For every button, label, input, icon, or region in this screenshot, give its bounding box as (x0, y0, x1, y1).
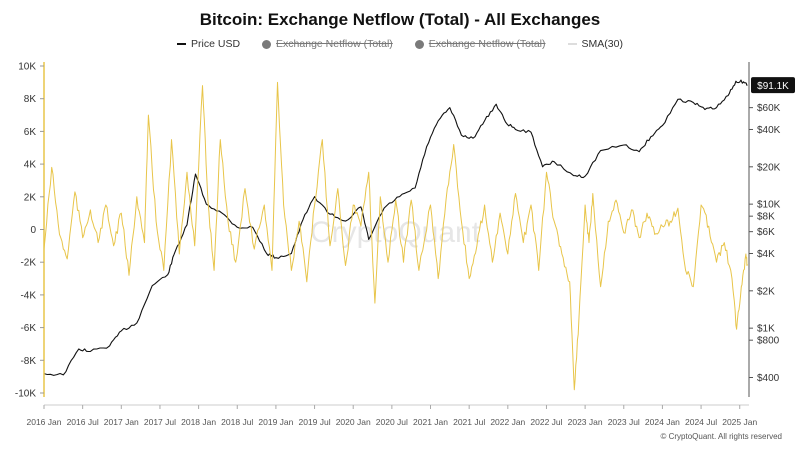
left-tick-label: 8K (24, 94, 37, 105)
watermark: CryptoQuant (310, 216, 481, 249)
left-tick-label: 2K (24, 192, 37, 203)
x-tick-label: 2016 Jan (27, 417, 62, 427)
right-tick-label: $60K (757, 103, 781, 114)
legend-label-netflow-1: Exchange Netflow (Total) (276, 38, 393, 50)
right-tick-label: $4K (757, 249, 775, 260)
left-axis: 10K 8K 6K 4K 2K 0 -2K -4K -6K -8K -10K (15, 62, 45, 400)
right-tick-label: $1K (757, 324, 775, 335)
right-tick-label: $6K (757, 227, 775, 238)
right-tick-label: $8K (757, 212, 775, 223)
series-layer (43, 79, 748, 391)
legend-item-netflow-2[interactable]: Exchange Netflow (Total) (414, 38, 546, 50)
x-tick-label: 2018 Jan (181, 417, 216, 427)
chart-legend: Price USD Exchange Netflow (Total) Excha… (0, 38, 800, 50)
price-badge-label: $91.1K (757, 81, 789, 92)
left-tick-label: -10K (15, 389, 36, 400)
left-tick-label: 4K (24, 160, 37, 171)
x-tick-label: 2017 Jan (104, 417, 139, 427)
right-tick-label: $400 (757, 373, 780, 384)
right-tick-label: $20K (757, 162, 781, 173)
x-tick-label: 2016 Jul (67, 417, 99, 427)
left-tick-label: -2K (20, 258, 36, 269)
x-tick-label: 2020 Jan (336, 417, 371, 427)
x-axis: 2016 Jan 2016 Jul 2017 Jan 2017 Jul 2018 Jan… (27, 404, 757, 427)
x-tick-label: 2022 Jul (530, 417, 562, 427)
left-tick-label: 0 (30, 225, 36, 236)
x-tick-label: 2023 Jan (568, 417, 603, 427)
left-tick-label: 10K (18, 62, 36, 73)
x-tick-label: 2018 Jul (221, 417, 253, 427)
dot-swatch-icon (414, 39, 424, 49)
line-swatch-icon (177, 43, 187, 45)
x-tick-label: 2020 Jul (376, 417, 408, 427)
left-tick-label: -6K (20, 323, 36, 334)
x-tick-label: 2017 Jul (144, 417, 176, 427)
x-tick-label: 2019 Jul (298, 417, 330, 427)
right-tick-label: $40K (757, 125, 781, 136)
x-tick-label: 2021 Jan (413, 417, 448, 427)
legend-label-price: Price USD (191, 38, 241, 50)
right-tick-label: $2K (757, 286, 775, 297)
x-tick-label: 2019 Jan (258, 417, 293, 427)
x-tick-label: 2021 Jul (453, 417, 485, 427)
left-tick-label: -8K (20, 356, 36, 367)
x-tick-label: 2025 Jan (722, 417, 757, 427)
x-tick-label: 2024 Jul (685, 417, 717, 427)
legend-item-sma[interactable]: SMA(30) (567, 38, 623, 50)
legend-label-sma: SMA(30) (581, 38, 623, 50)
legend-item-netflow-1[interactable]: Exchange Netflow (Total) (262, 38, 393, 50)
x-tick-label: 2022 Jan (490, 417, 525, 427)
right-axis: $400 $800$1K $2K $4K $6K $8K$10K $20K $40K $60K (748, 62, 781, 397)
right-tick-label: $800 (757, 336, 780, 347)
left-tick-label: -4K (20, 290, 36, 301)
legend-label-netflow-2: Exchange Netflow (Total) (428, 38, 546, 50)
copyright-credit: © CryptoQuant. All rights reserved (660, 432, 783, 441)
current-price-badge: $91.1K (751, 77, 795, 94)
legend-item-price[interactable]: Price USD (177, 38, 240, 50)
price-badge-box (751, 77, 795, 94)
line-swatch-icon (567, 43, 577, 45)
x-tick-label: 2023 Jul (608, 417, 640, 427)
dot-swatch-icon (262, 39, 272, 49)
chart-title: Bitcoin: Exchange Netflow (Total) - All … (199, 10, 601, 29)
left-tick-label: 6K (24, 127, 37, 138)
netflow-sma-line (43, 81, 748, 391)
right-tick-label: $10K (757, 200, 781, 211)
price-usd-line (43, 79, 748, 376)
x-tick-label: 2024 Jan (645, 417, 680, 427)
